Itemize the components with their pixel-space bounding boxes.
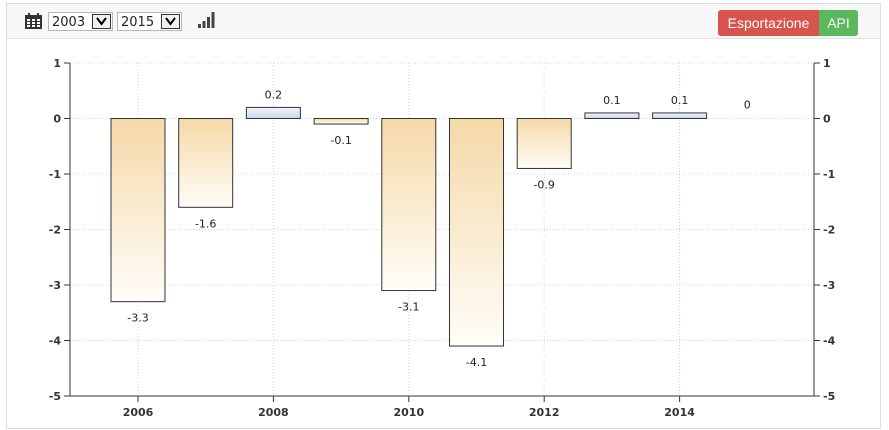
value-label-2015: 0 bbox=[744, 99, 751, 112]
bar-chart: 1 1 0 0 -1 -1 -2 -2 -3 -3 -4 -4 -5 -5 2006 2008 2010 2012… bbox=[49, 57, 836, 419]
value-label-2014: 0.1 bbox=[671, 94, 689, 107]
value-label-2012: -0.9 bbox=[533, 178, 554, 191]
y-tick-label-left: -1 bbox=[49, 168, 61, 181]
y-tick-label-left: -5 bbox=[49, 390, 61, 403]
chevron-down-icon bbox=[161, 14, 180, 29]
bar-2010[interactable] bbox=[381, 118, 437, 292]
bar-2007[interactable] bbox=[178, 118, 234, 208]
bar-2006[interactable] bbox=[110, 118, 166, 303]
value-labels: -3.3 -1.6 0.2 -0.1 -3.1 -4.1 -0.9 0.1 0.1 0 bbox=[127, 88, 751, 369]
bar-2009[interactable] bbox=[313, 118, 369, 125]
bar-2013[interactable] bbox=[584, 112, 640, 119]
bar-2008[interactable] bbox=[245, 106, 301, 120]
y-tick-label-left: -3 bbox=[49, 279, 61, 292]
chart-frame: 2003 2015 Esportazione API bbox=[6, 3, 881, 429]
x-tick-label: 2014 bbox=[664, 406, 695, 419]
start-year-select[interactable]: 2003 bbox=[48, 12, 113, 31]
api-button[interactable]: API bbox=[819, 10, 858, 36]
y-tick-label-right: 0 bbox=[823, 113, 831, 126]
y-tick-label-right: -4 bbox=[823, 335, 836, 348]
chart-toolbar: 2003 2015 Esportazione API bbox=[7, 4, 880, 39]
start-year-value: 2003 bbox=[52, 15, 86, 30]
value-label-2007: -1.6 bbox=[195, 217, 216, 230]
value-label-2013: 0.1 bbox=[603, 94, 621, 107]
x-tick-label: 2008 bbox=[258, 406, 289, 419]
value-label-2011: -4.1 bbox=[466, 356, 487, 369]
y-tick-label-right: -3 bbox=[823, 279, 835, 292]
x-tick-label: 2012 bbox=[529, 406, 560, 419]
y-tick-label-right: 1 bbox=[823, 57, 831, 70]
y-tick-label-left: -4 bbox=[49, 335, 62, 348]
export-button[interactable]: Esportazione bbox=[718, 10, 819, 36]
bar-2014[interactable] bbox=[652, 112, 708, 119]
calendar-icon[interactable] bbox=[25, 13, 42, 29]
bars bbox=[110, 106, 708, 347]
axes: 1 1 0 0 -1 -1 -2 -2 -3 -3 -4 -4 -5 -5 2006 2008 2010 2012… bbox=[49, 57, 836, 419]
y-tick-label-left: 0 bbox=[53, 113, 61, 126]
y-tick-label-right: -5 bbox=[823, 390, 835, 403]
y-tick-label-right: -2 bbox=[823, 224, 835, 237]
value-label-2009: -0.1 bbox=[330, 134, 351, 147]
bar-2012[interactable] bbox=[516, 118, 572, 169]
end-year-value: 2015 bbox=[121, 15, 155, 30]
y-tick-label-left: -2 bbox=[49, 224, 61, 237]
bar-chart-icon[interactable] bbox=[197, 11, 215, 29]
y-tick-label-left: 1 bbox=[53, 57, 61, 70]
x-tick-label: 2010 bbox=[393, 406, 424, 419]
chevron-down-icon bbox=[92, 14, 111, 29]
y-tick-label-right: -1 bbox=[823, 168, 835, 181]
end-year-select[interactable]: 2015 bbox=[117, 12, 182, 31]
value-label-2010: -3.1 bbox=[398, 301, 419, 314]
bar-2011[interactable] bbox=[449, 118, 504, 347]
value-label-2006: -3.3 bbox=[127, 312, 148, 325]
x-tick-label: 2006 bbox=[123, 406, 154, 419]
value-label-2008: 0.2 bbox=[265, 88, 283, 101]
